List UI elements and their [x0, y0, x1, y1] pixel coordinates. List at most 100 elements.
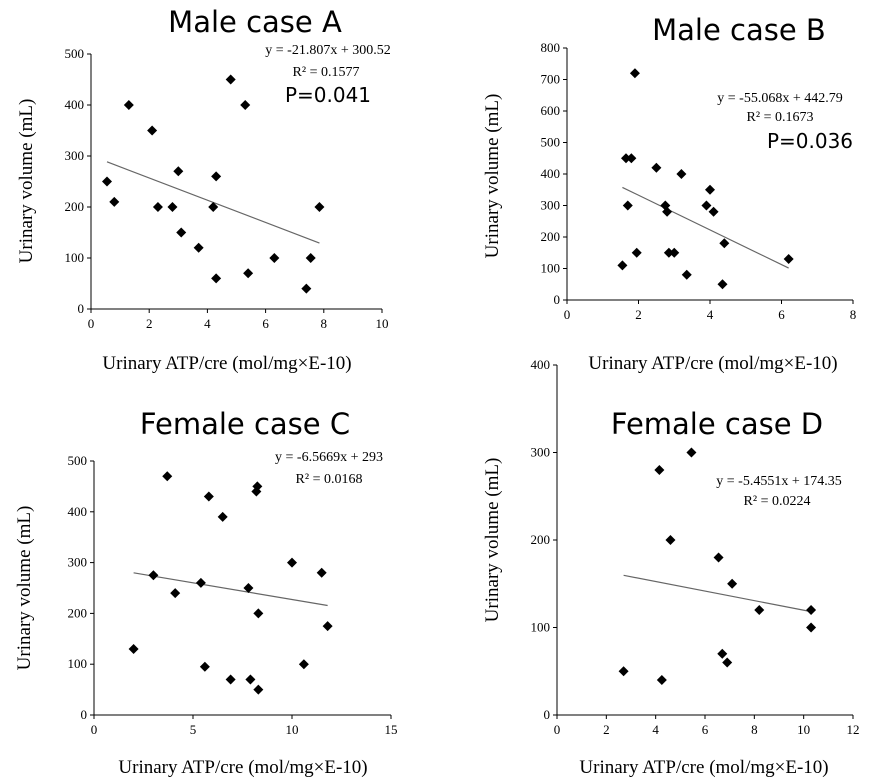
chart-3-data-point	[162, 471, 173, 482]
chart-3-y-tick-label: 100	[68, 656, 88, 671]
chart-1-data-point	[176, 227, 187, 238]
chart-1-data-point	[314, 202, 325, 212]
chart-1-data-point	[147, 125, 158, 136]
chart-1-data-point	[269, 253, 280, 263]
chart-4-data-point	[754, 605, 765, 615]
chart-2-x-tick-label: 2	[635, 307, 642, 322]
chart-2-data-point	[681, 269, 692, 280]
chart-3-y-tick-label: 300	[68, 555, 88, 570]
chart-2-panel: Male case B 0 100 200 300 400 500 600 700 800 0 2 4 6…	[482, 13, 856, 374]
chart-1-data-point	[152, 202, 163, 212]
chart-2-data-point	[631, 247, 642, 258]
chart-2-data-point	[701, 200, 712, 211]
chart-3-trend-equation: y = -6.5669x + 293	[275, 450, 383, 465]
chart-4-data-point	[722, 657, 733, 668]
chart-4-data-point	[656, 675, 667, 685]
chart-2-data-point	[622, 200, 633, 211]
chart-3-data-point	[199, 661, 210, 672]
chart-3-data-point	[243, 583, 254, 593]
chart-2-x-tick-label: 4	[707, 307, 714, 322]
chart-3-title: Female case C	[140, 407, 350, 441]
chart-3-y-tick-label: 400	[68, 504, 88, 519]
chart-3-data-point	[128, 643, 139, 654]
chart-4-data-point	[618, 666, 629, 677]
chart-2-y-tick-label: 700	[541, 72, 561, 87]
chart-1-title: Male case A	[168, 5, 342, 39]
chart-4-y-tick-label: 300	[531, 445, 551, 460]
chart-2-data-point	[676, 169, 687, 179]
chart-2-y-tick-label: 500	[541, 135, 561, 150]
chart-3-data-point	[287, 557, 297, 568]
chart-4-y-tick-label: 0	[544, 707, 551, 722]
chart-2-data-point	[626, 153, 637, 164]
chart-1-data-point	[211, 273, 222, 284]
chart-2-data-point	[620, 153, 631, 164]
chart-4-x-tick-label: 6	[702, 722, 709, 737]
chart-2-data-point	[629, 68, 640, 79]
chart-1-data-point	[109, 196, 120, 207]
chart-3-x-tick-label: 15	[385, 722, 398, 737]
chart-2-x-axis-label: Urinary ATP/cre (mol/mg×E-10)	[588, 353, 837, 374]
chart-4-data-point	[806, 622, 817, 633]
chart-4-x-tick-label: 4	[652, 722, 659, 737]
chart-4-data-point	[717, 648, 728, 659]
chart-2-trend-equation: y = -55.068x + 442.79	[717, 91, 842, 106]
chart-1-data-point	[240, 100, 251, 110]
chart-2-data-point	[719, 238, 730, 249]
chart-2-data-point	[717, 279, 728, 290]
chart-4-data-point	[686, 447, 697, 458]
chart-3-x-tick-label: 5	[190, 722, 197, 737]
chart-4-data-point	[654, 465, 665, 475]
chart-1-data-point	[243, 268, 254, 279]
chart-1-y-tick-label: 200	[65, 199, 85, 214]
chart-4-x-tick-label: 0	[554, 722, 561, 737]
chart-1-x-axis-label: Urinary ATP/cre (mol/mg×E-10)	[102, 353, 351, 374]
chart-3-data-point	[170, 588, 181, 599]
chart-2-x-tick-label: 6	[778, 307, 785, 322]
chart-1-trend-equation: y = -21.807x + 300.52	[265, 43, 390, 58]
chart-1-data-point	[208, 202, 219, 212]
chart-3-panel: Female case C 0 100 200 300 400 500 0 5 10 15 y = -…	[14, 407, 398, 778]
chart-3-x-axis-label: Urinary ATP/cre (mol/mg×E-10)	[118, 757, 367, 778]
chart-1-panel: Male case A 0 100 200 300 400 500 0 2 4 6 8 10 y = -2…	[16, 5, 391, 374]
chart-4-data-point	[713, 552, 724, 563]
chart-2-trendline	[622, 186, 789, 269]
chart-1-x-tick-label: 2	[146, 316, 153, 331]
chart-2-y-tick-label: 100	[541, 261, 561, 276]
chart-4-y-tick-label: 100	[531, 620, 551, 635]
chart-2-r-squared: R² = 0.1673	[747, 110, 814, 125]
chart-2-y-axis-label: Urinary volume (mL)	[482, 94, 503, 259]
chart-1-data-point	[167, 202, 178, 212]
chart-3-r-squared: R² = 0.0168	[296, 472, 363, 487]
chart-2-data-point	[783, 254, 794, 265]
chart-2-data-point	[617, 260, 628, 271]
chart-3-x-tick-label: 0	[91, 722, 98, 737]
chart-1-data-point	[305, 253, 316, 263]
chart-4-y-tick-label: 200	[531, 532, 551, 547]
chart-1-y-tick-label: 0	[78, 301, 85, 316]
chart-3-x-tick-label: 10	[286, 722, 299, 737]
chart-2-y-tick-label: 800	[541, 40, 561, 55]
chart-3-data-point	[253, 684, 264, 695]
chart-1-data-point	[193, 242, 204, 253]
chart-2-title: Male case B	[652, 13, 826, 47]
chart-2-y-tick-label: 300	[541, 198, 561, 213]
chart-1-p-value: P=0.041	[285, 83, 371, 107]
chart-1-x-tick-label: 10	[376, 316, 389, 331]
chart-1-data-point	[301, 283, 312, 294]
chart-1-y-axis-label: Urinary volume (mL)	[16, 99, 37, 264]
chart-1-data-point	[123, 100, 134, 110]
chart-4-x-tick-label: 8	[751, 722, 758, 737]
chart-2-y-tick-label: 400	[541, 166, 561, 181]
chart-1-x-tick-label: 4	[204, 316, 211, 331]
chart-3-data-point	[252, 481, 263, 492]
chart-3-data-point	[298, 659, 309, 670]
chart-3-data-point	[148, 570, 159, 581]
chart-3-data-point	[322, 621, 333, 632]
chart-2-y-tick-label: 600	[541, 103, 561, 118]
chart-4-panel: Female case D 0 100 200 300 400 0 2 4 6 8 10 12 y = -…	[482, 357, 860, 778]
chart-1-y-tick-label: 300	[65, 148, 85, 163]
chart-3-data-point	[245, 674, 256, 685]
chart-1-y-tick-label: 100	[65, 250, 85, 265]
